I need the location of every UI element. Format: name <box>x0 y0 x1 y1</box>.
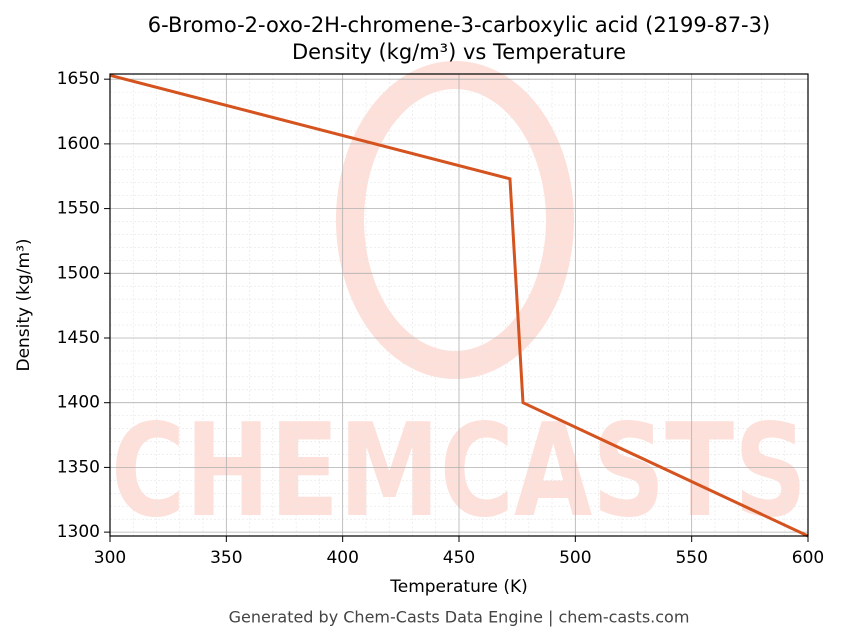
y-tick-label: 1350 <box>57 457 100 477</box>
plot-area <box>336 61 574 379</box>
data-line <box>109 73 809 538</box>
x-tick-label: 300 <box>94 548 126 568</box>
y-tick-label: 1400 <box>57 393 100 413</box>
plot-frame <box>109 73 809 537</box>
footer: Generated by Chem-Casts Data Engine | ch… <box>229 608 690 627</box>
x-tick-label: 550 <box>675 548 707 568</box>
x-tick-label: 600 <box>792 548 824 568</box>
x-tick-label: 500 <box>559 548 591 568</box>
watermark-logo <box>336 61 574 379</box>
y-tick-label: 1500 <box>57 263 100 283</box>
x-axis-label: Temperature (K) <box>389 577 528 597</box>
chart-subtitle: Density (kg/m³) vs Temperature <box>292 40 626 64</box>
x-tick-label: 400 <box>326 548 358 568</box>
y-tick-label: 1450 <box>57 328 100 348</box>
y-tick-label: 1600 <box>57 134 100 154</box>
y-tick-label: 1650 <box>57 69 100 89</box>
chart-title: 6-Bromo-2-oxo-2H-chromene-3-carboxylic a… <box>148 13 770 37</box>
y-tick-label: 1550 <box>57 199 100 219</box>
y-tick-label: 1300 <box>57 522 100 542</box>
x-tick-label: 450 <box>443 548 475 568</box>
y-axis-label: Density (kg/m³) <box>14 238 34 371</box>
x-tick-label: 350 <box>210 548 242 568</box>
